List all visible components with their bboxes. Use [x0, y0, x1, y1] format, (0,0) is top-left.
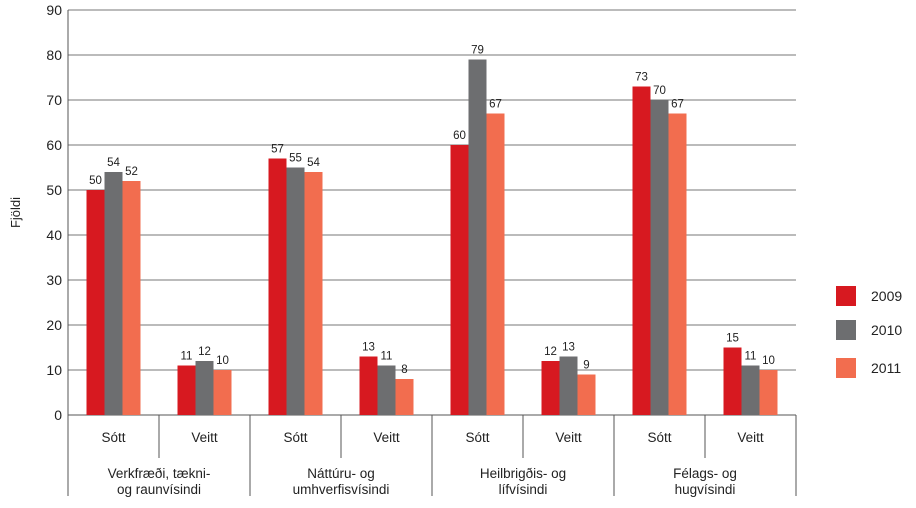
x-group-label: Verkfræði, tækni-: [108, 466, 211, 481]
data-label: 54: [307, 157, 320, 169]
x-category-label: Sótt: [283, 430, 307, 445]
data-label: 10: [216, 355, 229, 367]
bar-2011: [486, 113, 505, 415]
data-label: 12: [544, 346, 557, 358]
x-group-label: lífvísindi: [499, 482, 548, 497]
y-tick-label: 90: [46, 2, 62, 18]
legend-swatch-2010: [836, 320, 856, 340]
bar-2011: [759, 370, 778, 415]
data-label: 13: [562, 342, 575, 354]
legend-label: 2011: [871, 360, 901, 376]
data-label: 55: [289, 153, 302, 165]
data-label: 67: [671, 99, 684, 111]
x-group-label: hugvísindi: [675, 482, 736, 497]
bar-2011: [304, 172, 323, 415]
x-category-label: Veitt: [191, 430, 218, 445]
bar-2009: [86, 190, 105, 415]
x-category-label: Sótt: [465, 430, 489, 445]
data-label: 9: [583, 360, 589, 372]
bar-2011: [213, 370, 232, 415]
data-label: 73: [635, 72, 648, 84]
x-group-label: Náttúru- og: [307, 466, 375, 481]
x-category-label: Veitt: [555, 430, 582, 445]
y-tick-label: 50: [46, 182, 62, 198]
data-label: 54: [107, 157, 120, 169]
y-axis-label: Fjöldi: [8, 197, 23, 228]
legend-label: 2010: [871, 322, 902, 338]
data-label: 11: [745, 351, 757, 363]
data-label: 60: [453, 130, 466, 142]
y-tick-label: 0: [54, 407, 62, 423]
y-tick-label: 60: [46, 137, 62, 153]
legend-label: 2009: [871, 288, 902, 304]
bar-2010: [741, 365, 760, 415]
y-tick-label: 40: [46, 227, 62, 243]
bar-2011: [577, 374, 596, 415]
data-label: 11: [381, 351, 393, 363]
bar-2010: [104, 172, 123, 415]
bar-2009: [177, 365, 196, 415]
x-category-label: Veitt: [737, 430, 764, 445]
data-label: 67: [489, 99, 502, 111]
y-tick-label: 30: [46, 272, 62, 288]
data-label: 15: [726, 333, 739, 345]
bar-2009: [450, 145, 469, 415]
data-label: 57: [271, 144, 284, 156]
x-category-label: Sótt: [101, 430, 125, 445]
data-label: 52: [125, 166, 138, 178]
x-category-label: Sótt: [647, 430, 671, 445]
bar-2010: [650, 100, 669, 415]
data-label: 8: [401, 364, 407, 376]
x-category-label: Veitt: [373, 430, 400, 445]
data-label: 10: [762, 355, 775, 367]
bar-2011: [668, 113, 687, 415]
x-group-label: Heilbrigðis- og: [480, 466, 566, 481]
bar-2009: [359, 356, 378, 415]
data-label: 50: [89, 175, 102, 187]
y-tick-label: 10: [46, 362, 62, 378]
bar-2011: [122, 181, 141, 415]
bar-2010: [195, 361, 214, 415]
data-label: 11: [181, 351, 193, 363]
x-group-label: og raunvísindi: [117, 482, 201, 497]
bar-2010: [286, 167, 305, 415]
bar-2010: [468, 59, 487, 415]
y-tick-label: 20: [46, 317, 62, 333]
bar-2010: [377, 365, 396, 415]
data-label: 70: [653, 85, 666, 97]
bar-2009: [632, 86, 651, 415]
y-tick-label: 80: [46, 47, 62, 63]
bar-2009: [723, 347, 742, 415]
bar-2011: [395, 379, 414, 415]
data-label: 13: [362, 342, 375, 354]
bar-2009: [541, 361, 560, 415]
data-label: 79: [471, 45, 484, 57]
legend-swatch-2011: [836, 358, 856, 378]
bar-2009: [268, 158, 287, 415]
legend-swatch-2009: [836, 286, 856, 306]
data-label: 12: [198, 346, 211, 358]
y-tick-label: 70: [46, 92, 62, 108]
bar-2010: [559, 356, 578, 415]
x-group-label: umhverfisvísindi: [293, 482, 390, 497]
x-group-label: Félags- og: [673, 466, 737, 481]
